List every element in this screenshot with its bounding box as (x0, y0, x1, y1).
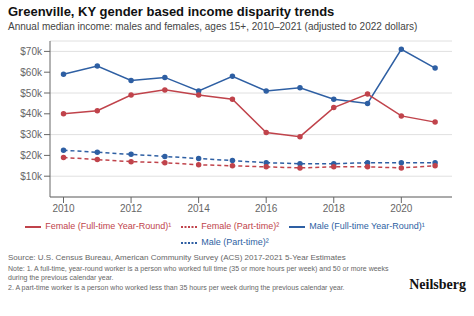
svg-text:$10k: $10k (20, 171, 43, 182)
svg-text:$50k: $50k (20, 88, 43, 99)
svg-text:$40k: $40k (20, 108, 43, 119)
svg-text:2010: 2010 (52, 203, 75, 214)
html-text:Female (Part-time)²: Female (Part-time)² (201, 221, 280, 232)
html-text:Annual median income: males an: Annual median income: males and females,… (8, 21, 418, 32)
html-text:2. A part-time worker is a per: 2. A part-time worker is a person who wo… (8, 284, 345, 291)
svg-text:$30k: $30k (20, 129, 43, 140)
svg-text:2014: 2014 (188, 203, 211, 214)
html-text:Male (Full-time Year-Round)¹: Male (Full-time Year-Round)¹ (309, 221, 425, 232)
html-text:Source: U.S. Census Bureau, Am: Source: U.S. Census Bureau, American Com… (8, 253, 346, 262)
svg-text:$70k: $70k (20, 46, 43, 57)
svg-text:2018: 2018 (323, 203, 346, 214)
svg-text:$60k: $60k (20, 67, 43, 78)
svg-text:$20k: $20k (20, 150, 43, 161)
html-text:Neilsberg: Neilsberg (409, 277, 466, 292)
svg-text:2012: 2012 (120, 203, 143, 214)
html-text:Note: 1. A full-time, year-rou: Note: 1. A full-time, year-round worker … (8, 265, 389, 281)
html-text:Female (Full-time Year-Round)¹: Female (Full-time Year-Round)¹ (45, 221, 172, 232)
svg-text:2016: 2016 (255, 203, 278, 214)
svg-text:2020: 2020 (390, 203, 413, 214)
html-text:Male (Part-time)²: Male (Part-time)² (201, 237, 269, 248)
html-text:Greenville, KY gender based in: Greenville, KY gender based income dispa… (8, 4, 335, 19)
